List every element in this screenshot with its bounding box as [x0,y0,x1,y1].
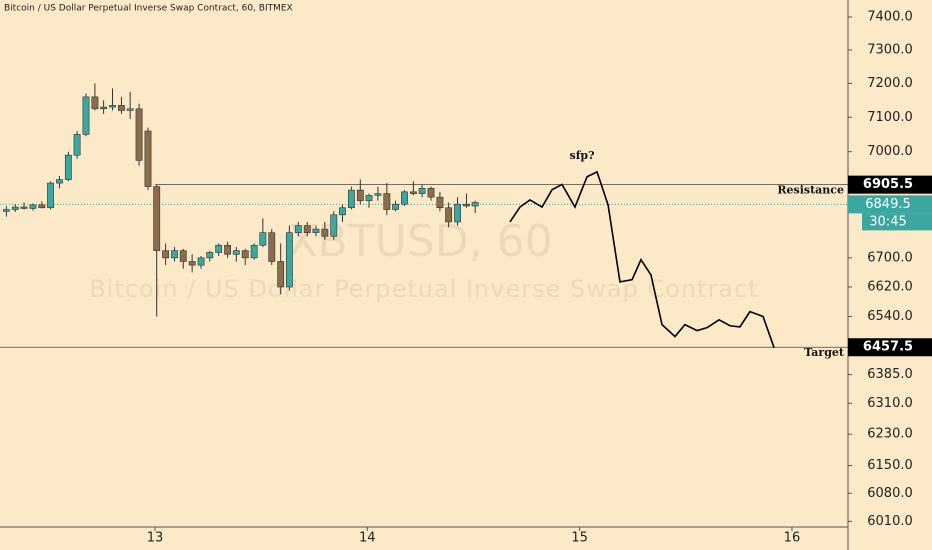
annotation: sfp? [570,149,595,162]
candle-body [250,244,258,259]
price-badge-label: 6905.5 [863,177,913,192]
candle-body [392,203,399,210]
candle-body [109,105,116,108]
candle-body [454,203,461,223]
candle-body [197,257,205,266]
candle-body [29,204,37,209]
candle-body [20,206,28,209]
candle-body [38,204,46,209]
candle-body [171,250,178,259]
y-tick-label: 7200.0 [867,76,913,91]
candle-body [118,105,125,111]
candle-body [73,134,81,156]
candle-body [285,232,293,288]
candle-body [47,182,54,209]
price-badge [848,338,932,357]
projection-line [509,170,775,349]
candle-body [445,207,453,223]
candle-body [153,186,161,251]
candle-body [427,188,435,198]
y-tick-label: 6230.0 [867,427,913,442]
line-label: Target [804,346,845,359]
candle-body [268,232,276,262]
candle-body [356,189,364,201]
y-tick-label: 6080.0 [867,486,913,501]
candle-body [232,250,240,255]
price-badge-label: 6457.5 [863,340,913,355]
countdown-badge [862,213,932,231]
x-tick-label: 15 [571,531,588,546]
x-tick-label: 13 [147,531,164,546]
candle-body [321,228,329,237]
candle-body [179,250,187,262]
candle-body [162,250,170,259]
candle-body [2,209,10,212]
y-tick-label: 6385.0 [867,367,913,382]
candle-body [11,206,19,210]
y-tick-label: 7400.0 [867,9,913,24]
y-tick-label: 7000.0 [867,144,913,159]
y-tick-label: 6310.0 [867,396,913,411]
candle-body [56,179,63,184]
candle-body [418,188,426,194]
candle-body [206,252,214,259]
y-tick-label: 6620.0 [867,279,913,294]
candle-body [188,261,196,266]
candle-body [409,191,417,194]
candle-body [224,244,232,255]
candle-body [64,154,72,180]
line-label: Resistance [777,184,844,197]
x-tick-label: 14 [359,531,376,546]
candle-body [215,244,223,253]
last-price-badge [848,195,932,214]
chart-title: Bitcoin / US Dollar Perpetual Inverse Sw… [4,4,293,14]
candle-body [294,225,302,233]
price-badge [848,175,932,194]
y-tick-label: 6540.0 [867,309,913,324]
y-tick-label: 7300.0 [867,42,913,57]
candle-body [436,196,444,209]
y-tick-label: 6010.0 [867,514,913,529]
candle-body [144,130,152,187]
candle-body [339,207,346,216]
candle-body [471,202,479,207]
candle-body [259,232,267,246]
candle-body [126,108,134,111]
y-tick-label: 6150.0 [867,458,913,473]
candle-body [135,108,143,161]
last-price-label: 6849.5 [865,197,911,212]
candle-body [82,96,90,135]
candle-body [383,193,391,210]
candle-body [241,250,249,259]
candle-body [312,228,320,233]
watermark-description: Bitcoin / US Dollar Perpetual Inverse Sw… [89,275,758,303]
x-tick-label: 16 [784,531,801,546]
candle-body [303,225,311,233]
candle-body [277,261,285,288]
candle-body [374,193,382,196]
watermark-symbol: XBTUSD, 60 [287,216,552,267]
candle-body [100,106,108,110]
y-tick-label: 6700.0 [867,250,913,265]
candle-body [330,214,338,237]
candle-body [347,189,355,209]
candle-body [91,96,99,110]
candle-body [463,203,470,207]
candle-body [401,191,408,205]
countdown-label: 30:45 [869,214,906,229]
candle-body [365,195,373,201]
y-tick-label: 7100.0 [867,110,913,125]
